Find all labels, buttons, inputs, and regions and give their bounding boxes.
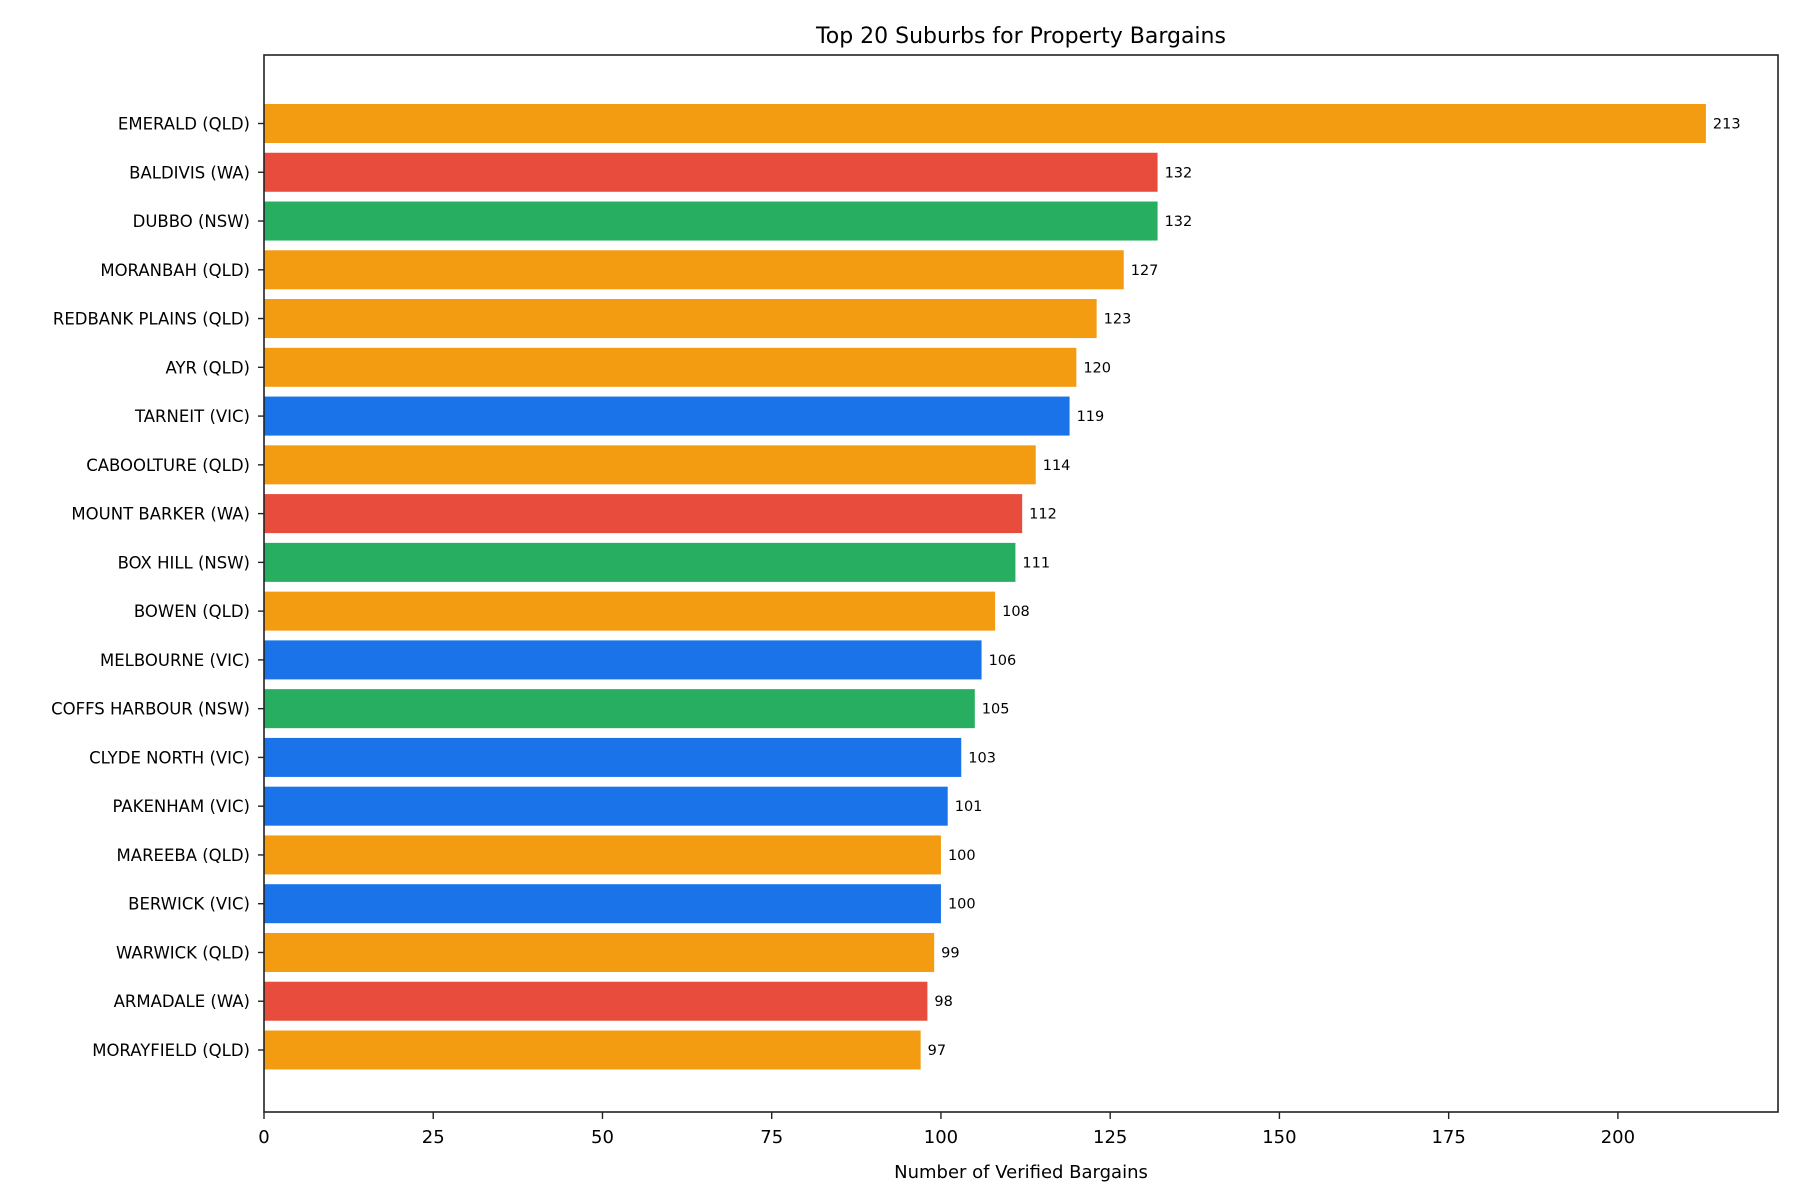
value-label: 120 <box>1083 360 1111 376</box>
bar <box>264 640 982 680</box>
value-label: 97 <box>928 1043 946 1059</box>
value-label: 99 <box>941 945 959 961</box>
value-label: 132 <box>1165 165 1193 181</box>
bar <box>264 347 1077 387</box>
value-label: 213 <box>1713 117 1741 133</box>
bar <box>264 737 962 777</box>
bar <box>264 542 1016 582</box>
chart-title: Top 20 Suburbs for Property Bargains <box>815 24 1226 49</box>
value-label: 108 <box>1002 604 1030 620</box>
y-tick-label: CABOOLTURE (QLD) <box>86 456 250 475</box>
bar <box>264 201 1158 241</box>
bar <box>264 299 1097 339</box>
value-label: 100 <box>948 848 976 864</box>
x-tick-label: 150 <box>1262 1127 1296 1148</box>
value-label: 100 <box>948 897 976 913</box>
x-tick-label: 25 <box>422 1127 445 1148</box>
x-tick-label: 50 <box>591 1127 614 1148</box>
y-tick-label: REDBANK PLAINS (QLD) <box>53 310 250 329</box>
y-tick-label: MOUNT BARKER (WA) <box>71 505 250 524</box>
y-tick-label: ARMADALE (WA) <box>114 992 250 1011</box>
x-tick-label: 0 <box>258 1127 269 1148</box>
value-label: 127 <box>1131 263 1159 279</box>
y-tick-label: PAKENHAM (VIC) <box>113 797 251 816</box>
bar <box>264 103 1706 144</box>
y-tick-label: BOX HILL (NSW) <box>118 553 250 572</box>
y-tick-label: BOWEN (QLD) <box>134 602 250 621</box>
y-tick-label: EMERALD (QLD) <box>118 115 250 134</box>
y-tick-label: MELBOURNE (VIC) <box>100 651 250 670</box>
bar <box>264 786 948 826</box>
x-tick-label: 175 <box>1431 1127 1465 1148</box>
plot-frame <box>263 54 1779 1113</box>
y-tick-label: WARWICK (QLD) <box>116 943 250 962</box>
y-tick-label: MAREEBA (QLD) <box>117 846 250 865</box>
y-tick-label: TARNEIT (VIC) <box>134 407 250 426</box>
x-tick-label: 100 <box>924 1127 958 1148</box>
y-tick-label: MORANBAH (QLD) <box>100 261 250 280</box>
bar <box>264 250 1124 290</box>
value-label: 98 <box>934 994 952 1010</box>
x-tick-label: 75 <box>760 1127 783 1148</box>
x-tick-label: 200 <box>1601 1127 1635 1148</box>
bar <box>264 152 1158 192</box>
y-tick-label: MORAYFIELD (QLD) <box>92 1041 250 1060</box>
y-tick-label: BALDIVIS (WA) <box>129 163 250 182</box>
bar <box>264 981 928 1021</box>
bar <box>264 689 975 729</box>
bar <box>264 835 941 875</box>
x-axis-label: Number of Verified Bargains <box>894 1162 1148 1183</box>
value-label: 106 <box>989 653 1017 669</box>
bar <box>264 494 1023 534</box>
bar <box>264 1030 921 1070</box>
bar <box>264 884 941 924</box>
bar <box>264 396 1070 436</box>
value-label: 105 <box>982 702 1010 718</box>
y-tick-label: DUBBO (NSW) <box>133 212 250 231</box>
bar <box>264 932 935 972</box>
value-label: 119 <box>1077 409 1105 425</box>
value-label: 123 <box>1104 312 1132 328</box>
value-label: 114 <box>1043 458 1071 474</box>
value-label: 111 <box>1022 555 1050 571</box>
x-tick-label: 125 <box>1093 1127 1127 1148</box>
value-label: 132 <box>1165 214 1193 230</box>
value-label: 112 <box>1029 507 1057 523</box>
bar <box>264 445 1036 485</box>
y-tick-label: CLYDE NORTH (VIC) <box>89 748 250 767</box>
y-tick-label: BERWICK (VIC) <box>128 895 250 914</box>
value-label: 103 <box>968 750 996 766</box>
y-tick-label: AYR (QLD) <box>165 358 250 377</box>
value-label: 101 <box>955 799 983 815</box>
y-tick-label: COFFS HARBOUR (NSW) <box>51 700 250 719</box>
bar <box>264 591 996 631</box>
